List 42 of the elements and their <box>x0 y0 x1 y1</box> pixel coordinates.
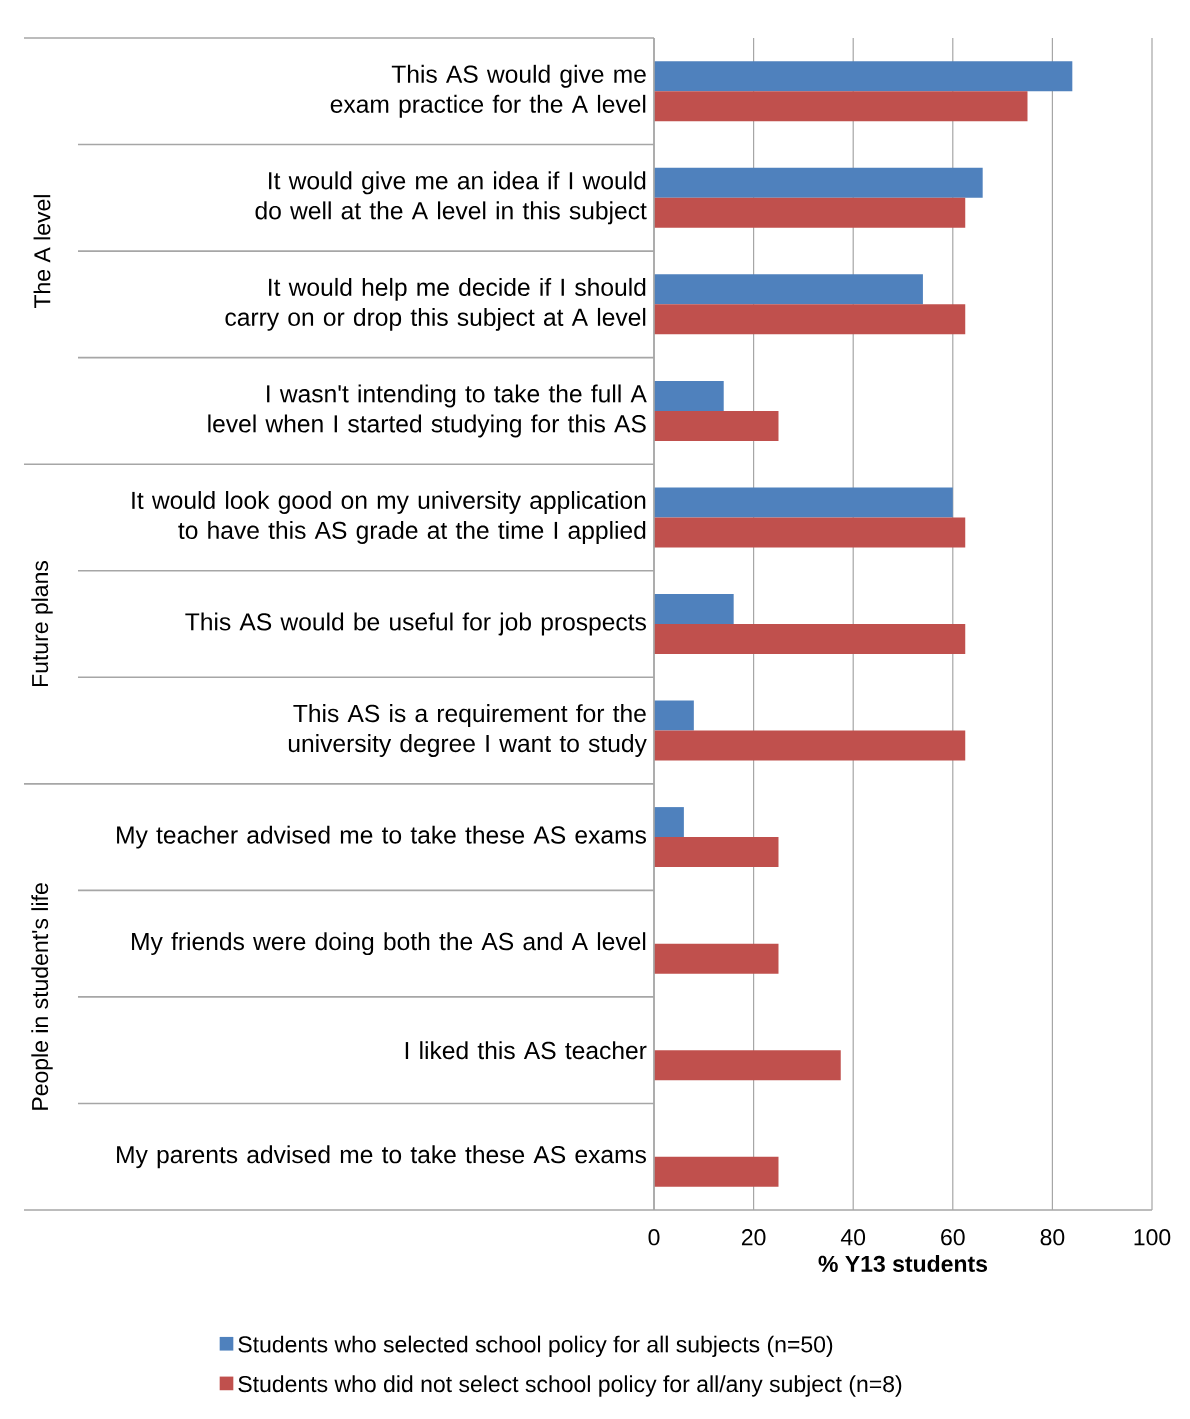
x-tick-label: 40 <box>840 1229 866 1246</box>
bar <box>653 167 983 198</box>
x-tick-label: 100 <box>1134 1229 1171 1246</box>
bar <box>653 1156 779 1187</box>
legend-label: Students who selected school policy for all subjects (n=50) <box>238 1335 833 1358</box>
y-tick-label: My parents advised me to take these AS exams <box>117 1145 646 1169</box>
bar <box>653 730 966 761</box>
bar <box>653 1050 841 1081</box>
bar <box>653 594 734 625</box>
text: Future plans <box>31 560 53 687</box>
text: The A level <box>33 195 51 309</box>
bar <box>653 837 779 868</box>
text: People in student's life <box>31 883 53 1110</box>
y-tick-label: I liked this AS teacher <box>405 1041 647 1060</box>
bar <box>653 380 724 411</box>
bar <box>653 487 953 518</box>
bar <box>653 410 779 441</box>
y-tick-label: This AS is a requirement for the university degree I want to study <box>288 704 647 758</box>
bar <box>653 517 966 548</box>
y-tick-label: It would help me decide if I should carry on or drop this subject at A level <box>225 277 646 331</box>
bar <box>653 274 923 305</box>
x-tick-label: 0 <box>648 1229 660 1246</box>
y-tick-label: It would give me an idea if I would do well at the A level in this subject <box>255 171 647 225</box>
bar <box>653 61 1073 92</box>
bar <box>653 807 684 838</box>
x-tick-label: 80 <box>1040 1229 1065 1246</box>
y-tick-label: It would look good on my university application to have this AS grade at the time I applied <box>132 491 646 544</box>
legend-label: Students who did not select school policy for all/any subject (n=8) <box>238 1375 902 1397</box>
y-tick-label: My teacher advised me to take these AS exams <box>117 825 646 849</box>
y-tick-label: My friends were doing both the AS and A level <box>132 932 646 956</box>
bar <box>653 943 779 974</box>
x-axis-title: % Y13 students <box>818 1255 988 1273</box>
y-tick-label: This AS would give me exam practice for the A level <box>330 64 646 118</box>
y-tick-label: This AS would be useful for job prospects <box>185 612 646 636</box>
bar <box>653 197 966 228</box>
bar <box>653 91 1028 122</box>
y-tick-label: I wasn't intending to take the full A level when I started studying for this AS <box>208 384 647 438</box>
bar <box>653 304 966 335</box>
x-tick-label: 20 <box>741 1229 766 1246</box>
bar <box>653 624 966 655</box>
bar <box>653 700 694 731</box>
x-tick-label: 60 <box>941 1229 965 1246</box>
